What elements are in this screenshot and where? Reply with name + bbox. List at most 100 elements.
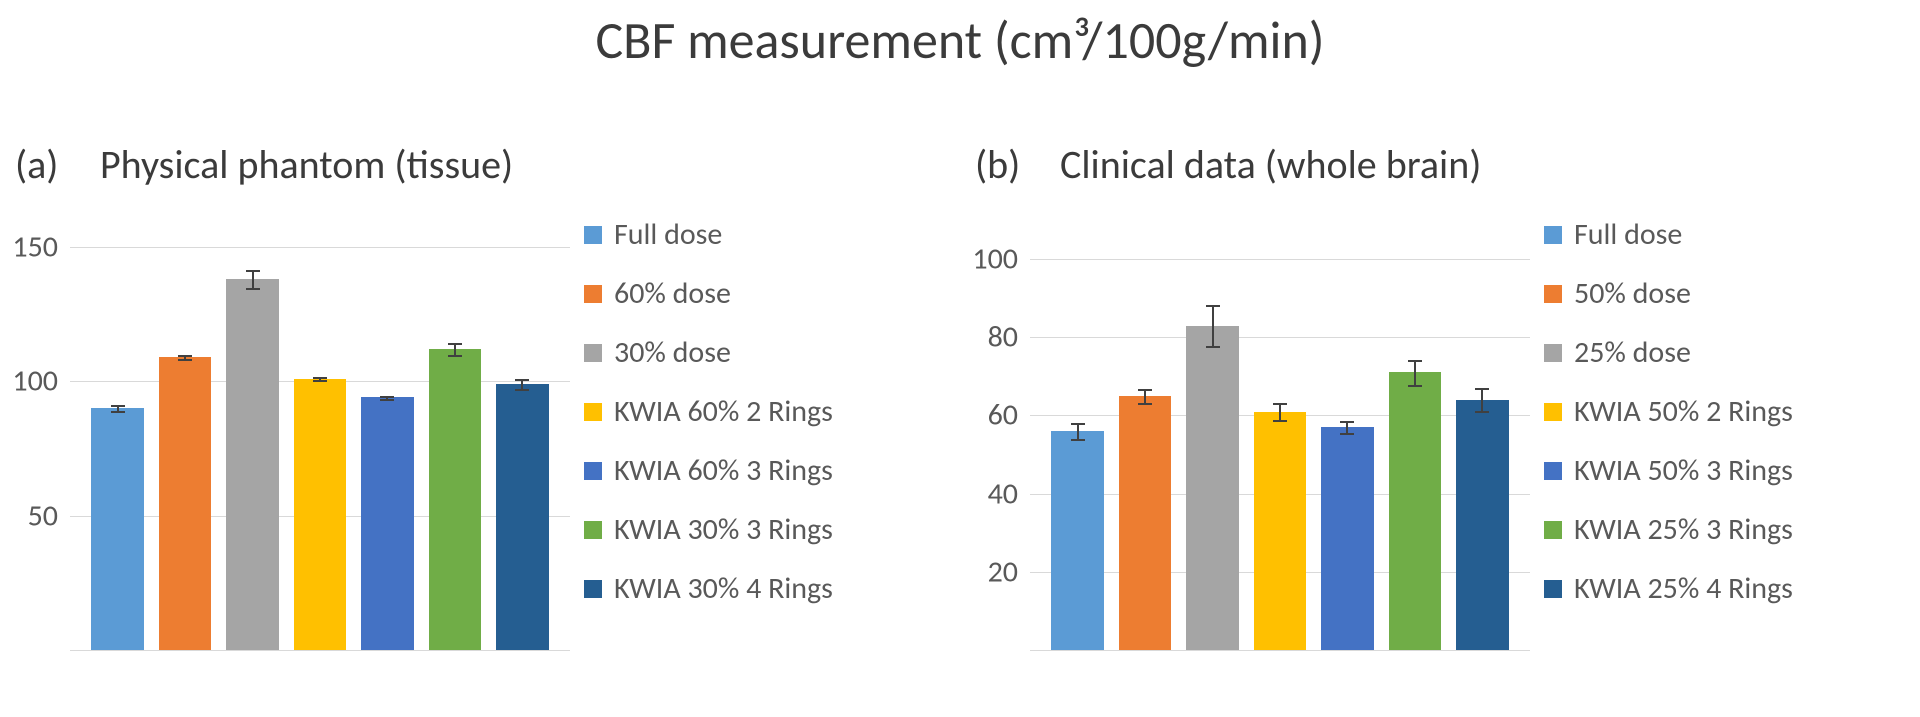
legend-swatch [584, 285, 602, 303]
bar [1186, 326, 1239, 650]
legend-item: KWIA 25% 3 Rings [1544, 511, 1920, 548]
legend-item: KWIA 50% 3 Rings [1544, 452, 1920, 489]
bar [1119, 396, 1172, 650]
error-cap [1138, 403, 1152, 405]
legend: Full dose 60% dose 30% dose KWIA 60% 2 Ring… [580, 210, 960, 680]
plot-area: 20406080100 [1030, 220, 1530, 651]
legend-swatch [1544, 344, 1562, 362]
panel-tag: (a) [15, 140, 58, 189]
legend-label: Full dose [614, 216, 722, 253]
legend-label: 25% dose [1574, 334, 1691, 371]
legend-label: KWIA 50% 3 Rings [1574, 452, 1793, 489]
legend-item: KWIA 25% 4 Rings [1544, 570, 1920, 607]
panel-title: Clinical data (whole brain) [1060, 140, 1481, 189]
panels-row: (a)Physical phantom (tissue)50100150Full… [0, 110, 1920, 717]
legend-label: KWIA 60% 2 Rings [614, 393, 833, 430]
bar-slot [219, 220, 286, 650]
bar-slot [151, 220, 218, 650]
error-cap [1475, 411, 1489, 413]
legend-item: KWIA 30% 3 Rings [584, 511, 960, 548]
error-cap [380, 399, 394, 401]
bar [159, 357, 212, 650]
error-cap [380, 396, 394, 398]
legend-item: 50% dose [1544, 275, 1920, 312]
error-cap [515, 389, 529, 391]
legend-swatch [584, 226, 602, 244]
legend-item: Full dose [584, 216, 960, 253]
error-bar [1481, 388, 1483, 411]
legend-item: KWIA 30% 4 Rings [584, 570, 960, 607]
bar-slot [489, 220, 556, 650]
legend-item: 30% dose [584, 334, 960, 371]
legend-swatch [1544, 521, 1562, 539]
chart-wrap: 50100150 Full dose 60% dose 30% dose KWIA 60… [0, 210, 960, 680]
error-bar [1212, 305, 1214, 346]
legend-swatch [1544, 285, 1562, 303]
error-cap [1273, 420, 1287, 422]
bar-slot [1381, 220, 1448, 650]
legend-item: Full dose [1544, 216, 1920, 253]
legend-item: KWIA 50% 2 Rings [1544, 393, 1920, 430]
error-cap [1138, 389, 1152, 391]
error-bar [1144, 389, 1146, 403]
error-cap [1273, 403, 1287, 405]
legend-item: KWIA 60% 3 Rings [584, 452, 960, 489]
legend-item: 25% dose [1544, 334, 1920, 371]
error-bar [1414, 360, 1416, 385]
legend-label: 60% dose [614, 275, 731, 312]
bar [1051, 431, 1104, 650]
bar-slot [1314, 220, 1381, 650]
error-cap [448, 343, 462, 345]
panel-title: Physical phantom (tissue) [100, 140, 513, 189]
bar [1456, 400, 1509, 650]
bar-slot [1246, 220, 1313, 650]
legend-label: Full dose [1574, 216, 1682, 253]
bar [1389, 372, 1442, 650]
legend-label: KWIA 50% 2 Rings [1574, 393, 1793, 430]
bar-slot [1044, 220, 1111, 650]
legend-label: KWIA 30% 3 Rings [614, 511, 833, 548]
legend-swatch [1544, 226, 1562, 244]
error-cap [178, 359, 192, 361]
bar-slot [354, 220, 421, 650]
error-cap [448, 355, 462, 357]
error-cap [313, 377, 327, 379]
ytick-label: 60 [988, 397, 1018, 434]
legend-swatch [584, 462, 602, 480]
legend-label: KWIA 30% 4 Rings [614, 570, 833, 607]
bar [1254, 412, 1307, 650]
panel-tag: (b) [975, 140, 1020, 189]
plot: 50100150 [0, 210, 580, 680]
ytick-label: 40 [988, 475, 1018, 512]
ytick-label: 150 [12, 228, 58, 265]
bars [70, 220, 570, 650]
bars [1030, 220, 1530, 650]
bar [294, 379, 347, 650]
error-bar [252, 270, 254, 289]
bar-slot [84, 220, 151, 650]
error-bar [1077, 423, 1079, 439]
legend-item: KWIA 60% 2 Rings [584, 393, 960, 430]
error-cap [1340, 433, 1354, 435]
error-cap [1071, 439, 1085, 441]
ytick-label: 80 [988, 319, 1018, 356]
error-cap [1408, 385, 1422, 387]
error-cap [1408, 360, 1422, 362]
error-cap [1071, 423, 1085, 425]
error-cap [313, 380, 327, 382]
error-cap [246, 288, 260, 290]
legend-swatch [584, 580, 602, 598]
bar-slot [1179, 220, 1246, 650]
legend: Full dose 50% dose 25% dose KWIA 50% 2 Ring… [1540, 210, 1920, 680]
error-cap [246, 270, 260, 272]
legend-swatch [1544, 580, 1562, 598]
error-cap [515, 379, 529, 381]
main-title: CBF measurement (cm³/100g/min) [0, 8, 1920, 72]
panel-b: (b) Clinical data (whole brain) 2040608010… [960, 110, 1920, 717]
error-cap [111, 411, 125, 413]
bar [1321, 427, 1374, 650]
legend-swatch [1544, 403, 1562, 421]
bar-slot [1449, 220, 1516, 650]
bar [496, 384, 549, 650]
error-cap [178, 355, 192, 357]
